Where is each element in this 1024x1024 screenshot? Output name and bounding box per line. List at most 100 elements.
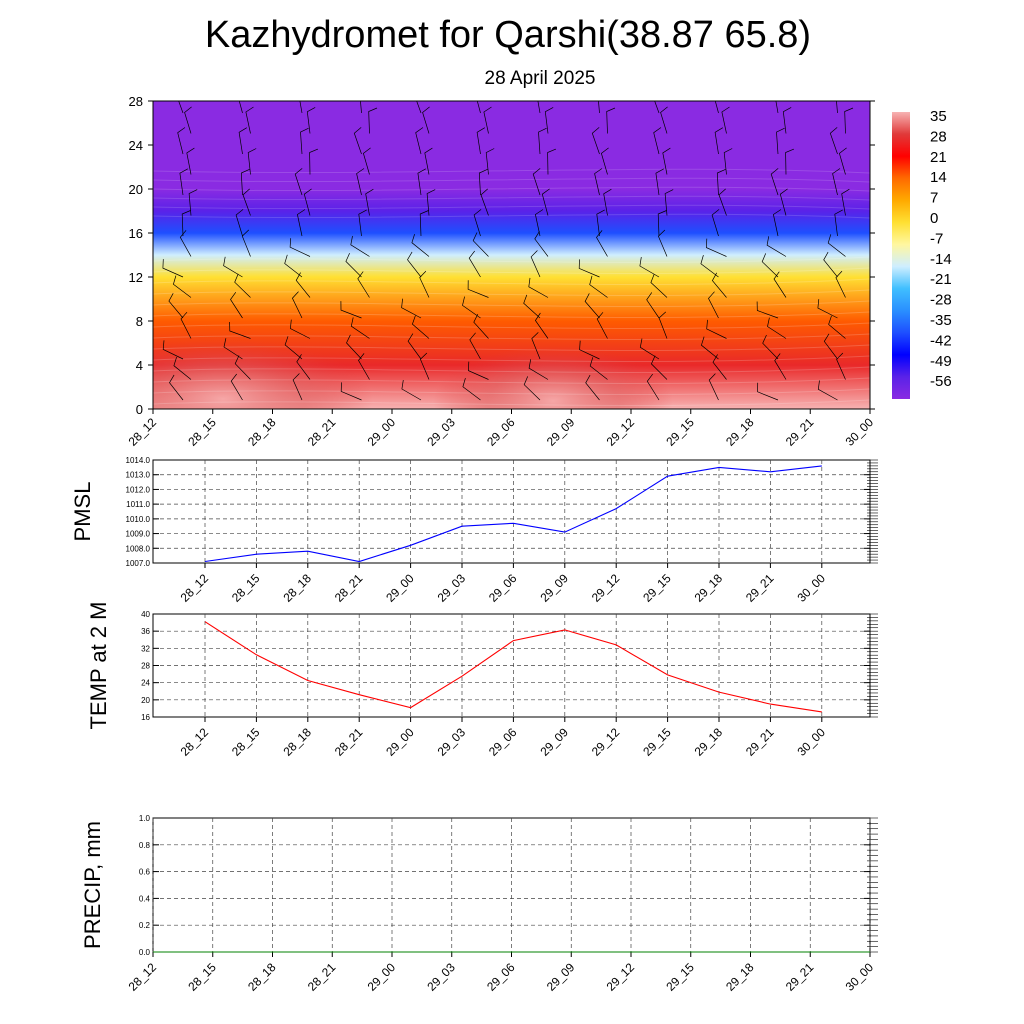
y-tick-label: 28 <box>141 662 150 671</box>
y-tick-label: 28 <box>129 94 143 109</box>
x-tick-label: 29_09 <box>544 415 578 449</box>
wind-barb <box>600 147 609 175</box>
wind-barb <box>591 127 600 155</box>
wind-barb <box>832 168 841 196</box>
wind-barb <box>596 312 608 339</box>
wind-barb <box>721 106 730 134</box>
wind-barb <box>541 188 550 216</box>
wind-barb <box>528 359 549 380</box>
wind-barb <box>827 234 846 257</box>
wind-barb <box>462 296 481 319</box>
wind-barb <box>306 107 316 134</box>
wind-barb <box>836 101 838 114</box>
wind-barb <box>476 127 485 155</box>
contour-line <box>153 366 870 374</box>
wind-barb <box>353 127 362 155</box>
wind-barb <box>350 235 370 257</box>
wind-barb <box>419 210 429 237</box>
x-tick-label: 28_18 <box>245 960 279 994</box>
y-tick-label: 1014.0 <box>126 456 151 465</box>
wind-barb <box>407 251 422 278</box>
wind-barb <box>537 101 541 114</box>
wind-barb <box>585 374 600 401</box>
precip-panel: 0.0 0.2 0.4 0.6 0.8 1.0 28_12 28_15 28_18 28_21 29… <box>80 814 878 994</box>
wind-barb <box>234 273 251 298</box>
x-tick-label: 29_15 <box>663 415 697 449</box>
wind-barb <box>289 238 311 257</box>
x-tick-label: 29_15 <box>663 960 697 994</box>
wind-barb <box>291 291 303 319</box>
wind-barb <box>238 127 247 155</box>
x-tick-label: 29_18 <box>723 960 757 994</box>
wind-barb <box>184 106 192 134</box>
y-tick-label: 16 <box>129 226 143 241</box>
wind-barb <box>235 209 244 237</box>
y-tick-label: 24 <box>141 679 150 688</box>
contour-line <box>153 213 870 219</box>
wind-barb <box>419 352 430 380</box>
wind-barb <box>700 336 719 360</box>
y-tick-label: 16 <box>141 713 150 722</box>
y-tick-label: 1010.0 <box>126 515 151 524</box>
x-tick-label: 28_15 <box>229 725 263 759</box>
wind-barbs <box>162 101 854 401</box>
wind-barb <box>657 210 667 237</box>
y-tick-label: 0.0 <box>139 948 151 957</box>
wind-barb <box>823 333 838 360</box>
contour-line <box>153 333 870 341</box>
wind-barb <box>476 101 481 114</box>
wind-barb <box>234 355 251 380</box>
wind-barb <box>173 356 192 380</box>
wind-barb <box>401 380 422 401</box>
wind-barb <box>711 209 720 237</box>
wind-barb <box>229 321 251 339</box>
x-tick-label: 29_12 <box>589 725 623 759</box>
wind-barb <box>180 311 192 339</box>
wind-barb <box>241 229 251 257</box>
x-tick-label: 28_18 <box>245 415 279 449</box>
wind-barb <box>345 253 362 278</box>
x-tick-label: 28_12 <box>178 571 212 605</box>
wind-barb <box>223 338 243 360</box>
wind-barb <box>761 253 779 278</box>
colorbar-bar <box>892 112 910 399</box>
wind-barb <box>469 332 481 360</box>
x-tick-label: 29_03 <box>424 415 458 449</box>
wind-barb <box>829 127 838 155</box>
wind-barb <box>712 354 727 380</box>
x-tick-label: 29_18 <box>692 725 726 759</box>
x-tick-label: 29_09 <box>537 571 571 605</box>
x-tick-label: 29_06 <box>486 725 520 759</box>
wind-barb <box>578 259 600 278</box>
wind-barb <box>835 270 846 298</box>
x-tick-label: 29_12 <box>589 571 623 605</box>
wind-barb <box>662 147 671 175</box>
wind-barb <box>700 255 719 278</box>
wind-barb <box>358 209 367 237</box>
wind-barb <box>358 353 370 380</box>
wind-barb <box>340 382 362 401</box>
wind-barb <box>785 148 795 175</box>
colorbar-label: -7 <box>930 230 943 247</box>
x-tick-label: 29_00 <box>365 415 399 449</box>
wind-barb <box>531 332 541 360</box>
wind-barb <box>660 106 668 134</box>
wind-barb <box>411 315 430 339</box>
wind-barb <box>544 107 554 134</box>
x-tick-label: 30_00 <box>843 960 877 994</box>
wind-barb <box>426 189 436 216</box>
wind-barb <box>646 373 660 401</box>
x-tick-label: 29_03 <box>435 571 469 605</box>
wind-barb <box>528 277 549 298</box>
y-tick-label: 0.6 <box>139 868 151 877</box>
x-tick-label: 28_15 <box>229 571 263 605</box>
wind-barb <box>658 311 668 339</box>
wind-barb <box>468 361 489 380</box>
wind-barb <box>473 209 482 237</box>
wind-barb <box>472 232 489 257</box>
y-tick-label: 0.2 <box>139 921 151 930</box>
wind-barb <box>340 301 362 319</box>
wind-barb <box>350 317 370 339</box>
wind-barb <box>723 148 733 175</box>
